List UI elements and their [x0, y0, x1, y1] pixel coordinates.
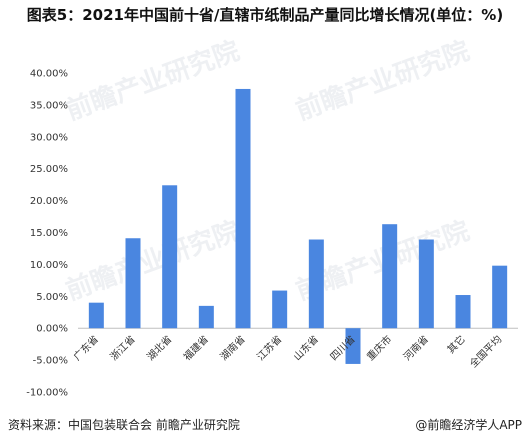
- y-tick-label: 35.00%: [30, 100, 68, 111]
- bar: [492, 265, 508, 329]
- bar: [198, 305, 214, 329]
- x-tick-label: 重庆市: [364, 333, 394, 363]
- x-tick-label: 浙江省: [107, 333, 137, 363]
- y-tick-label: 10.00%: [30, 260, 68, 271]
- x-tick-label: 湖北省: [144, 333, 174, 363]
- y-tick-label: -10.00%: [26, 388, 68, 399]
- bar: [162, 185, 178, 329]
- x-tick-label: 河南省: [401, 333, 431, 363]
- bar: [382, 224, 398, 329]
- y-tick-label: 25.00%: [30, 164, 68, 175]
- y-tick-label: 5.00%: [36, 292, 68, 303]
- footer: 资料来源：中国包装联合会 前瞻产业研究院 @前瞻经济学人APP: [8, 412, 522, 440]
- bar: [455, 295, 471, 329]
- x-tick-label: 福建省: [181, 333, 211, 363]
- bar: [418, 239, 434, 329]
- x-tick-label: 其它: [444, 333, 467, 356]
- y-tick-label: 0.00%: [36, 324, 68, 335]
- x-tick-label: 全国平均: [467, 333, 504, 370]
- bar: [125, 238, 141, 329]
- x-tick-label: 广东省: [71, 333, 101, 363]
- y-tick-label: -5.00%: [33, 356, 68, 367]
- bar-chart: 前瞻产业研究院前瞻产业研究院前瞻产业研究院前瞻产业研究院-10.00%-5.00…: [26, 35, 518, 399]
- x-tick-label: 山东省: [291, 333, 321, 363]
- x-tick-label: 湖南省: [217, 333, 247, 363]
- y-tick-label: 15.00%: [30, 228, 68, 239]
- chart-title: 图表5：2021年中国前十省/直辖市纸制品产量同比增长情况(单位：%): [26, 6, 504, 24]
- bar: [272, 290, 288, 329]
- y-tick-label: 40.00%: [30, 69, 68, 80]
- watermark-text: 前瞻产业研究院: [62, 215, 244, 306]
- watermark-text: 前瞻产业研究院: [62, 35, 244, 126]
- bar: [345, 328, 361, 364]
- y-tick-label: 20.00%: [30, 196, 68, 207]
- bar: [88, 302, 104, 329]
- y-tick-label: 30.00%: [30, 132, 68, 143]
- x-tick-label: 江苏省: [254, 333, 284, 363]
- bar: [235, 88, 251, 329]
- brand-credit: @前瞻经济学人APP: [415, 418, 522, 432]
- watermark-text: 前瞻产业研究院: [292, 35, 474, 126]
- source-note: 资料来源：中国包装联合会 前瞻产业研究院: [8, 418, 240, 432]
- bar: [308, 239, 324, 329]
